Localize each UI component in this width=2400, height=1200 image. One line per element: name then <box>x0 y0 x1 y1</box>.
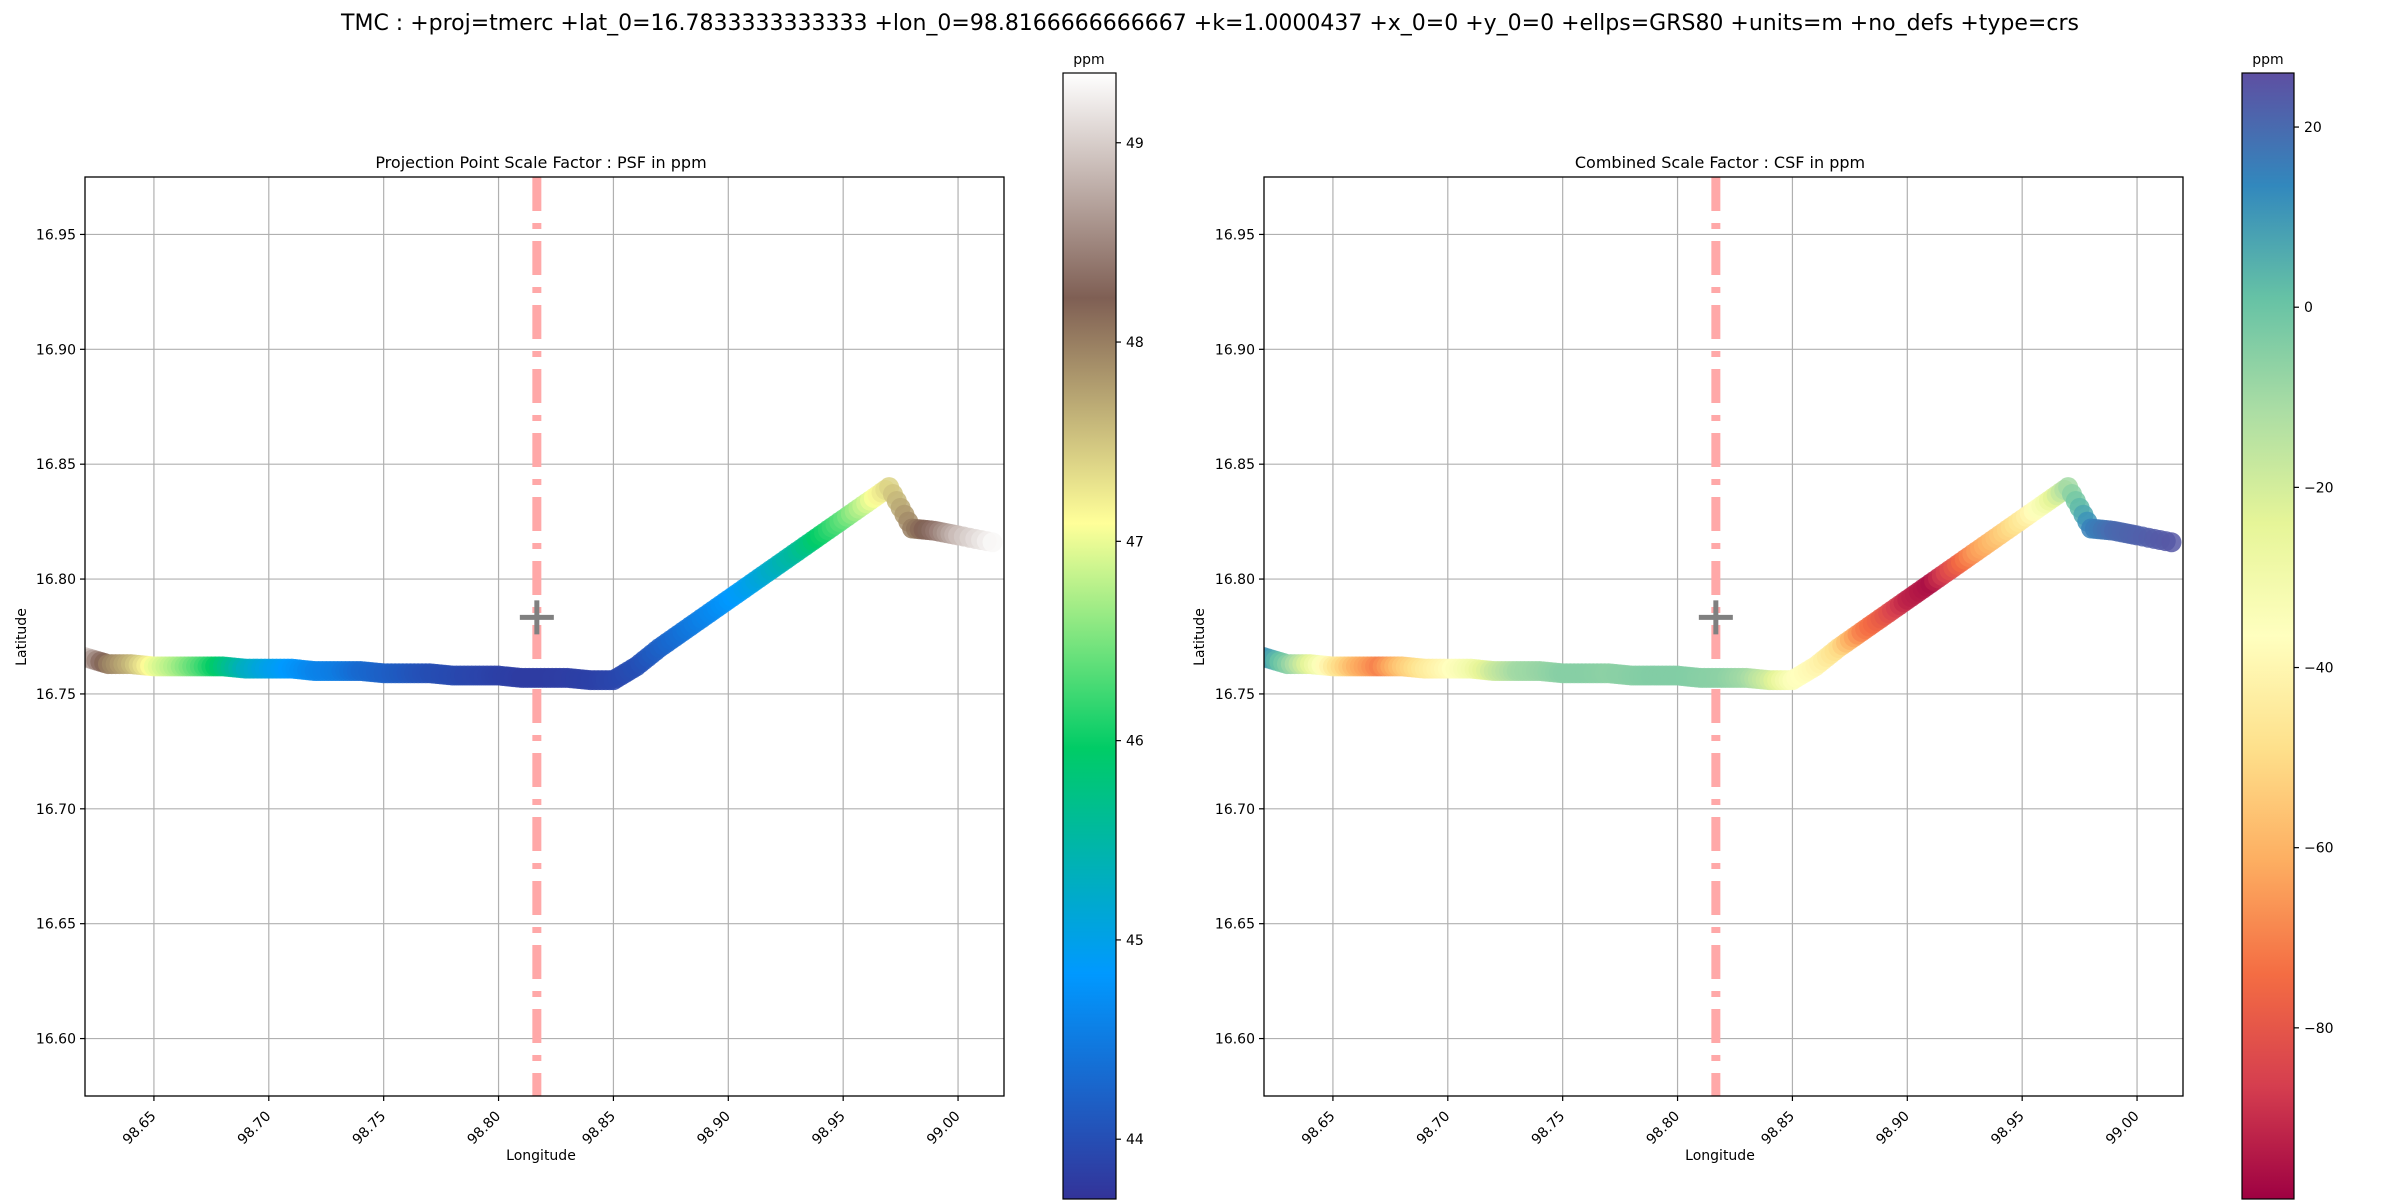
csf-data-point <box>2161 532 2182 553</box>
csf-colorbar-label: ppm <box>2252 52 2283 68</box>
csf-colorbar-tick-label: 0 <box>2304 300 2313 316</box>
csf-x-tick-label: 99.00 <box>2103 1108 2143 1148</box>
csf-y-tick-label: 16.90 <box>1215 342 1255 358</box>
psf-y-tick-label: 16.70 <box>36 802 76 818</box>
csf-y-tick-label: 16.60 <box>1215 1032 1255 1048</box>
psf-colorbar-tick-label: 45 <box>1126 933 1144 949</box>
psf-chart-title: Projection Point Scale Factor : PSF in p… <box>375 153 706 172</box>
psf-colorbar-tick-label: 46 <box>1126 734 1144 750</box>
csf-x-tick-label: 98.65 <box>1299 1108 1339 1148</box>
csf-y-tick-label: 16.95 <box>1215 227 1255 243</box>
csf-colorbar-tick-label: −60 <box>2304 841 2334 857</box>
psf-scatter-points <box>85 477 1003 691</box>
csf-x-tick-label: 98.85 <box>1758 1108 1798 1148</box>
csf-x-tick-label: 98.70 <box>1414 1108 1454 1148</box>
csf-y-tick-label: 16.70 <box>1215 802 1255 818</box>
csf-chart-title: Combined Scale Factor : CSF in ppm <box>1575 153 1865 172</box>
csf-x-tick-label: 98.80 <box>1643 1108 1683 1148</box>
csf-y-tick-label: 16.85 <box>1215 457 1255 473</box>
psf-x-tick-label: 98.85 <box>579 1108 619 1148</box>
csf-x-tick-label: 98.90 <box>1873 1108 1913 1148</box>
psf-grid <box>85 177 1004 1096</box>
psf-colorbar <box>1062 72 1117 1200</box>
csf-x-tick-label: 98.75 <box>1529 1108 1569 1148</box>
psf-axes-frame <box>84 176 1005 1097</box>
csf-y-tick-label: 16.65 <box>1215 917 1255 933</box>
csf-x-axis-label: Longitude <box>1685 1148 1755 1164</box>
csf-colorbar <box>2241 72 2295 1200</box>
csf-colorbar-tick-label: −20 <box>2304 480 2334 496</box>
figure-suptitle: TMC : +proj=tmerc +lat_0=16.783333333333… <box>340 11 2079 36</box>
psf-colorbar-tick-label: 47 <box>1126 534 1144 550</box>
csf-colorbar-tick-label: −40 <box>2304 661 2334 677</box>
psf-y-tick-label: 16.85 <box>36 457 76 473</box>
psf-y-tick-label: 16.60 <box>36 1032 76 1048</box>
psf-y-tick-label: 16.80 <box>36 572 76 588</box>
psf-y-tick-label: 16.95 <box>36 227 76 243</box>
psf-colorbar-tick-label: 48 <box>1126 335 1144 351</box>
psf-colorbar-tick-label: 44 <box>1126 1132 1144 1148</box>
psf-x-tick-label: 98.95 <box>809 1108 849 1148</box>
psf-x-tick-label: 98.65 <box>120 1108 160 1148</box>
psf-y-axis-label: Latitude <box>14 608 30 666</box>
psf-y-tick-label: 16.75 <box>36 687 76 703</box>
psf-y-tick-label: 16.90 <box>36 342 76 358</box>
csf-y-axis-label: Latitude <box>1192 608 1208 666</box>
psf-x-tick-label: 99.00 <box>924 1108 964 1148</box>
csf-scatter-points <box>1264 477 2182 691</box>
csf-colorbar-tick-label: −80 <box>2304 1021 2334 1037</box>
csf-x-tick-label: 98.95 <box>1988 1108 2028 1148</box>
psf-x-tick-label: 98.70 <box>235 1108 275 1148</box>
psf-x-tick-label: 98.80 <box>464 1108 504 1148</box>
csf-colorbar-tick-label: 20 <box>2304 120 2322 136</box>
psf-x-tick-label: 98.75 <box>350 1108 390 1148</box>
psf-data-point <box>982 532 1003 553</box>
csf-grid <box>1264 177 2183 1096</box>
csf-axes-frame <box>1263 176 2184 1097</box>
psf-colorbar-tick-label: 49 <box>1126 136 1144 152</box>
psf-colorbar-label: ppm <box>1073 52 1104 68</box>
psf-x-tick-label: 98.90 <box>694 1108 734 1148</box>
psf-y-tick-label: 16.65 <box>36 917 76 933</box>
csf-y-tick-label: 16.80 <box>1215 572 1255 588</box>
psf-x-axis-label: Longitude <box>506 1148 576 1164</box>
csf-y-tick-label: 16.75 <box>1215 687 1255 703</box>
csf-panel: Longitude Latitude ppm 98.65 98.70 98.75 98… <box>1192 52 2334 1200</box>
psf-panel: Longitude Latitude ppm 98.65 98.70 98.75 98… <box>14 52 1144 1200</box>
